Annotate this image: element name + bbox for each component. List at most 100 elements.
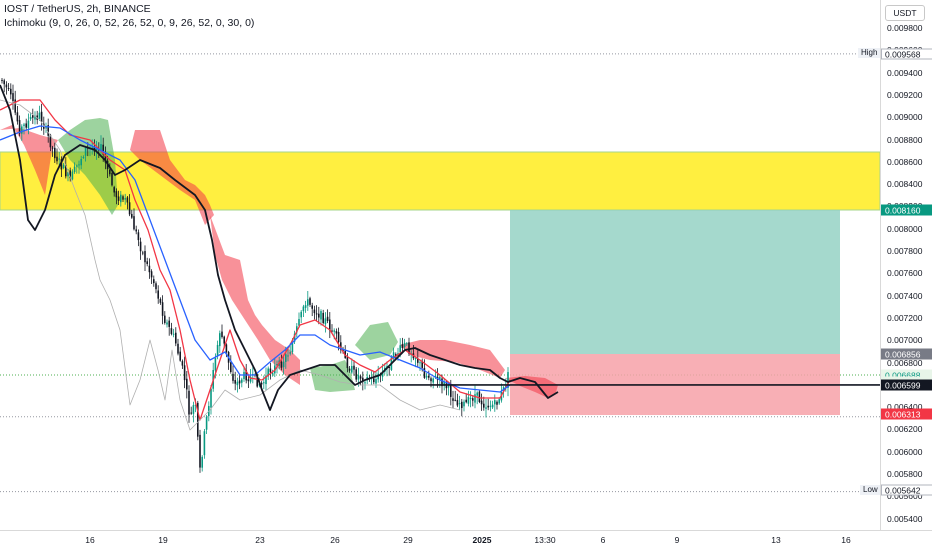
candle-body <box>432 378 434 383</box>
candle-body <box>456 400 459 406</box>
candle-body <box>205 416 208 430</box>
candle-body <box>137 232 140 241</box>
candle-body <box>234 380 236 384</box>
take-profit-zone <box>510 210 840 354</box>
candle-body <box>73 166 76 173</box>
ichimoku-legend[interactable]: Ichimoku (9, 0, 26, 0, 52, 26, 52, 0, 9,… <box>4 17 255 29</box>
candle-body <box>148 265 151 273</box>
candle-body <box>5 84 8 88</box>
candle-body <box>280 361 283 368</box>
candle-body <box>183 365 186 381</box>
price-chart-canvas[interactable] <box>0 0 880 530</box>
candle-body <box>199 434 201 468</box>
candle-body <box>170 328 173 334</box>
candle-body <box>113 187 115 193</box>
candle-body <box>441 378 443 387</box>
candle-body <box>155 283 157 290</box>
candle-body <box>214 358 217 371</box>
candle-body <box>153 279 155 284</box>
candle-body <box>439 377 441 380</box>
time-tick-label: 23 <box>255 535 265 545</box>
price-tick-label: 0.005400 <box>887 513 923 524</box>
candle-body <box>324 318 327 325</box>
candle-body <box>381 371 384 377</box>
candle-body <box>49 134 52 148</box>
candle-body <box>414 357 417 360</box>
candle-body <box>401 344 404 349</box>
candle-body <box>355 369 357 380</box>
time-axis[interactable]: 16 19 23 26 29 2025 13:30 6 9 13 16 <box>0 530 932 551</box>
candle-body <box>282 361 285 368</box>
candle-body <box>313 309 316 314</box>
candle-body <box>498 399 500 404</box>
price-tick-label: 0.008800 <box>887 134 923 145</box>
chart-area[interactable]: IOST / TetherUS, 2h, BINANCE Ichimoku (9… <box>0 0 881 530</box>
time-tick-label: 2025 <box>472 535 492 545</box>
candle-body <box>403 342 406 347</box>
candle-body <box>1 79 3 81</box>
candle-body <box>25 123 27 128</box>
candle-body <box>421 361 423 368</box>
candle-body <box>38 112 41 119</box>
candle-body <box>67 172 69 177</box>
candle-body <box>307 299 309 306</box>
candle-body <box>159 299 162 303</box>
candle-body <box>71 171 74 180</box>
candle-body <box>487 405 489 408</box>
candle-body <box>69 170 71 179</box>
candle-body <box>190 412 192 414</box>
candle-body <box>84 147 87 156</box>
candle-body <box>78 164 80 166</box>
candle-body <box>399 345 401 353</box>
candle-body <box>172 333 175 335</box>
candle-body <box>364 382 366 384</box>
candle-body <box>232 373 234 381</box>
time-tick-label: 13 <box>771 535 781 545</box>
time-tick-label: 9 <box>674 535 680 545</box>
price-tick-label: 0.005800 <box>887 469 923 479</box>
price-tick-label: 0.009400 <box>887 67 923 78</box>
candle-body <box>315 313 318 315</box>
candle-body <box>265 375 267 385</box>
candle-body <box>186 378 188 390</box>
candle-body <box>346 356 349 369</box>
candle-body <box>428 375 430 378</box>
time-tick-label: 19 <box>158 535 168 545</box>
candle-body <box>236 381 239 386</box>
price-axis[interactable]: 0.0098000.0096000.0094000.0092000.009000… <box>880 0 932 530</box>
candle-body <box>128 202 131 215</box>
candle-body <box>47 125 49 136</box>
price-tick-label: 0.009800 <box>887 23 923 33</box>
candle-body <box>201 456 203 468</box>
candle-body <box>406 343 408 345</box>
candle-body <box>298 319 300 326</box>
candle-body <box>461 401 463 409</box>
candle-body <box>164 315 166 323</box>
candle-body <box>287 355 289 357</box>
candle-body <box>271 372 274 375</box>
ichimoku-cloud-6 <box>355 322 398 360</box>
price-tick-label: 0.007600 <box>887 268 923 279</box>
candle-body <box>256 374 258 387</box>
candle-body <box>423 367 426 378</box>
candle-body <box>51 147 54 149</box>
candle-body <box>465 399 467 403</box>
price-tick-label: 0.007200 <box>887 312 923 323</box>
candle-body <box>359 376 362 379</box>
candle-body <box>375 379 377 384</box>
candle-body <box>135 229 137 232</box>
candle-body <box>285 354 287 362</box>
candle-body <box>476 392 478 396</box>
candle-body <box>131 213 133 218</box>
candle-body <box>82 157 85 159</box>
candle-body <box>454 399 456 401</box>
candle-body <box>65 164 67 177</box>
candle-body <box>62 164 65 169</box>
candle-body <box>14 99 16 113</box>
candle-body <box>318 313 320 318</box>
currency-button[interactable]: USDT <box>885 5 925 21</box>
time-tick-label: 13:30 <box>534 535 556 545</box>
candle-body <box>419 362 421 364</box>
candle-body <box>104 154 107 163</box>
candle-body <box>496 401 498 405</box>
